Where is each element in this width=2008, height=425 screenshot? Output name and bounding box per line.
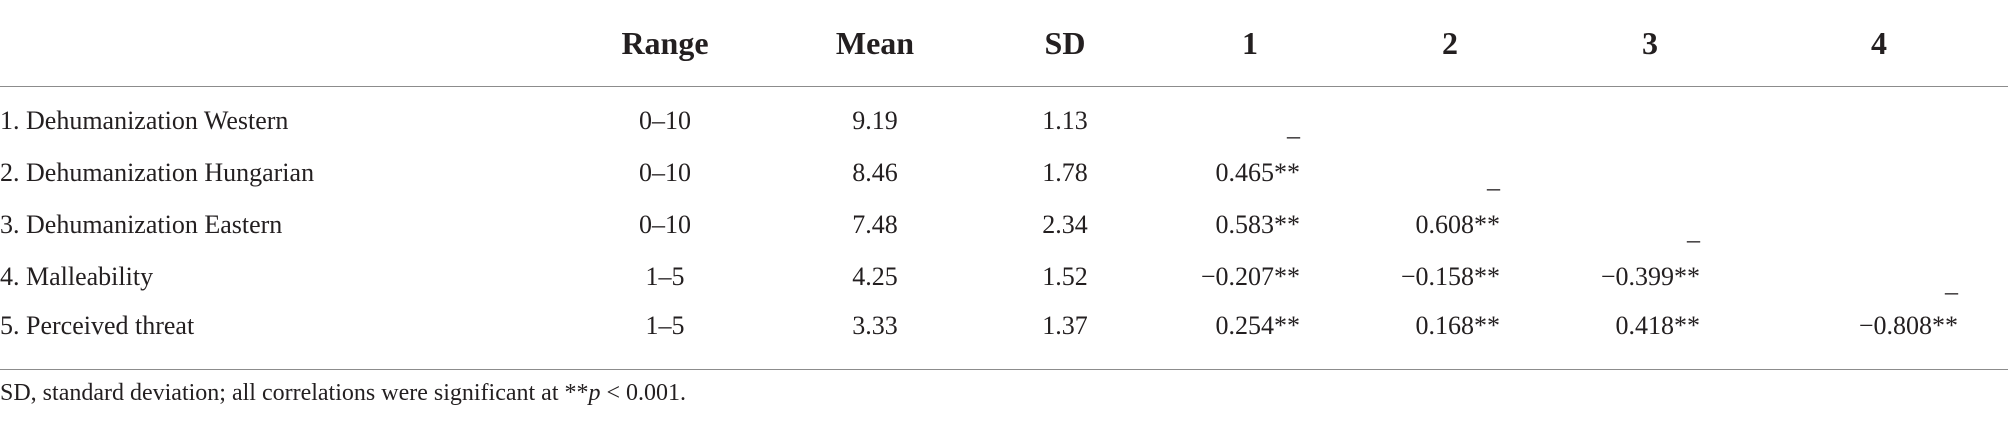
- footnote-p-symbol: p: [588, 380, 601, 406]
- diagonal-dash: _: [1945, 268, 1958, 297]
- corr-cell-1: 0.583**: [1215, 210, 1301, 239]
- corr-cell-2: 0.168**: [1350, 303, 1550, 370]
- range-cell: 0–10: [639, 210, 691, 239]
- row-label: 2. Dehumanization Hungarian: [0, 158, 315, 187]
- header-col-1: 1: [1150, 0, 1350, 87]
- table-row: 5. Perceived threat 1–5 3.33 1.37 0.254*…: [0, 303, 2008, 370]
- corr-cell-3: _: [1550, 199, 1750, 251]
- corr-cell-4: [1750, 199, 2008, 251]
- corr-cell-3: −0.399**: [1600, 262, 1700, 291]
- corr-cell-4: −0.808**: [1750, 303, 2008, 370]
- sd-cell: 1.13: [1042, 106, 1088, 135]
- corr-cell-3: [1550, 87, 1750, 148]
- table-row: 2. Dehumanization Hungarian 0–10 8.46 1.…: [0, 147, 2008, 199]
- corr-cell-4: [1750, 87, 2008, 148]
- header-mean: Mean: [770, 0, 980, 87]
- table-row: 1. Dehumanization Western 0–10 9.19 1.13…: [0, 87, 2008, 148]
- range-cell: 1–5: [560, 303, 770, 370]
- sd-cell: 2.34: [1042, 210, 1088, 239]
- diagonal-dash: _: [1487, 164, 1500, 193]
- sd-cell: 1.78: [1042, 158, 1088, 187]
- header-col-4: 4: [1750, 0, 2008, 87]
- sd-cell: 1.37: [980, 303, 1150, 370]
- header-range: Range: [560, 0, 770, 87]
- mean-cell: 7.48: [852, 210, 898, 239]
- header-col-2: 2: [1350, 0, 1550, 87]
- range-cell: 0–10: [639, 106, 691, 135]
- range-cell: 0–10: [639, 158, 691, 187]
- table-header: Range Mean SD 1 2 3 4: [0, 0, 2008, 87]
- footnote-suffix: < 0.001.: [600, 380, 687, 406]
- mean-cell: 3.33: [770, 303, 980, 370]
- table-footnote: SD, standard deviation; all correlations…: [0, 380, 2008, 407]
- correlation-table: Range Mean SD 1 2 3 4 1. Dehumanization …: [0, 0, 2008, 370]
- row-label: 1. Dehumanization Western: [0, 106, 289, 135]
- corr-cell-2: _: [1350, 147, 1550, 199]
- header-label: [0, 0, 560, 87]
- corr-cell-3: [1550, 147, 1750, 199]
- mean-cell: 4.25: [852, 262, 898, 291]
- table-row: 3. Dehumanization Eastern 0–10 7.48 2.34…: [0, 199, 2008, 251]
- corr-cell-3: 0.418**: [1550, 303, 1750, 370]
- corr-cell-2: [1350, 87, 1550, 148]
- table-body: 1. Dehumanization Western 0–10 9.19 1.13…: [0, 87, 2008, 370]
- corr-cell-2: 0.608**: [1415, 210, 1501, 239]
- row-label: 4. Malleability: [0, 262, 154, 291]
- row-label: 5. Perceived threat: [0, 303, 560, 370]
- corr-cell-1: _: [1150, 87, 1350, 148]
- mean-cell: 9.19: [852, 106, 898, 135]
- corr-cell-1: 0.465**: [1215, 158, 1301, 187]
- sd-cell: 1.52: [1042, 262, 1088, 291]
- range-cell: 1–5: [645, 262, 685, 291]
- corr-cell-1: −0.207**: [1200, 262, 1300, 291]
- corr-cell-4: [1750, 147, 2008, 199]
- header-sd: SD: [980, 0, 1150, 87]
- corr-cell-4: _: [1750, 251, 2008, 303]
- footnote-prefix: SD, standard deviation; all correlations…: [0, 380, 589, 406]
- diagonal-dash: _: [1287, 112, 1300, 141]
- mean-cell: 8.46: [852, 158, 898, 187]
- table-row: 4. Malleability 1–5 4.25 1.52 −0.207** −…: [0, 251, 2008, 303]
- header-col-3: 3: [1550, 0, 1750, 87]
- corr-cell-1: 0.254**: [1150, 303, 1350, 370]
- header-row: Range Mean SD 1 2 3 4: [0, 0, 2008, 87]
- row-label: 3. Dehumanization Eastern: [0, 210, 283, 239]
- corr-cell-2: −0.158**: [1400, 262, 1500, 291]
- diagonal-dash: _: [1687, 216, 1700, 245]
